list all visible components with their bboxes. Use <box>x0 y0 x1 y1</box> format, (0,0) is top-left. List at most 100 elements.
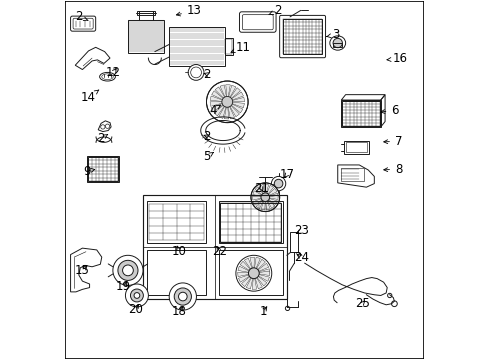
Polygon shape <box>254 186 262 195</box>
Polygon shape <box>258 263 268 271</box>
Bar <box>88 157 118 181</box>
Text: 8: 8 <box>383 163 402 176</box>
Bar <box>341 100 380 127</box>
Polygon shape <box>238 275 249 282</box>
Ellipse shape <box>174 288 191 305</box>
Polygon shape <box>238 266 248 272</box>
Polygon shape <box>268 198 277 204</box>
Polygon shape <box>240 261 250 270</box>
Polygon shape <box>237 272 248 276</box>
Polygon shape <box>256 200 263 209</box>
Text: 4: 4 <box>209 104 220 117</box>
Polygon shape <box>214 105 224 116</box>
Text: 2: 2 <box>203 68 210 81</box>
Bar <box>344 140 368 154</box>
Polygon shape <box>252 279 256 289</box>
Polygon shape <box>269 195 278 199</box>
Bar <box>224 38 232 55</box>
Bar <box>220 203 281 242</box>
Polygon shape <box>215 87 224 98</box>
Polygon shape <box>220 85 226 97</box>
Text: 17: 17 <box>279 168 294 181</box>
Bar <box>169 27 224 66</box>
Polygon shape <box>261 201 264 210</box>
Polygon shape <box>246 278 252 289</box>
Polygon shape <box>231 104 243 113</box>
Ellipse shape <box>332 39 342 48</box>
Ellipse shape <box>271 176 285 191</box>
Polygon shape <box>265 201 270 210</box>
Polygon shape <box>228 107 234 119</box>
Polygon shape <box>232 102 244 108</box>
Polygon shape <box>241 277 250 287</box>
Polygon shape <box>253 199 262 205</box>
Bar <box>147 201 206 243</box>
Text: 24: 24 <box>293 251 308 264</box>
Ellipse shape <box>122 265 133 276</box>
Polygon shape <box>232 97 244 102</box>
Text: 25: 25 <box>354 297 369 310</box>
Polygon shape <box>230 88 240 98</box>
Text: 2: 2 <box>268 4 281 17</box>
Bar <box>87 156 119 182</box>
Ellipse shape <box>100 72 115 81</box>
Text: 14: 14 <box>81 90 99 104</box>
Bar <box>290 231 298 252</box>
Polygon shape <box>266 185 273 194</box>
Ellipse shape <box>118 260 138 280</box>
Bar <box>333 43 341 47</box>
Text: 11: 11 <box>230 41 250 54</box>
Polygon shape <box>254 257 260 268</box>
Polygon shape <box>264 184 268 193</box>
Polygon shape <box>257 276 266 286</box>
Text: 6: 6 <box>380 104 398 117</box>
Ellipse shape <box>125 284 148 307</box>
Text: 10: 10 <box>171 244 186 257</box>
Text: 20: 20 <box>127 303 142 316</box>
Polygon shape <box>231 92 243 100</box>
Polygon shape <box>225 85 230 96</box>
Polygon shape <box>229 105 239 117</box>
Polygon shape <box>258 275 269 281</box>
Ellipse shape <box>248 268 259 279</box>
Text: 1: 1 <box>259 306 266 319</box>
Polygon shape <box>267 200 274 208</box>
Polygon shape <box>259 184 264 193</box>
Bar <box>128 20 163 53</box>
Ellipse shape <box>134 293 140 298</box>
Ellipse shape <box>206 81 247 123</box>
Polygon shape <box>211 104 223 112</box>
Text: 13: 13 <box>176 4 202 17</box>
Ellipse shape <box>329 36 345 50</box>
Text: 22: 22 <box>211 244 226 257</box>
Bar <box>137 11 155 15</box>
Polygon shape <box>255 278 262 289</box>
Bar <box>225 39 231 54</box>
Text: 15: 15 <box>75 264 90 277</box>
Polygon shape <box>210 96 222 102</box>
Ellipse shape <box>235 255 271 291</box>
Polygon shape <box>224 107 228 119</box>
Text: 9: 9 <box>83 165 95 177</box>
Polygon shape <box>210 102 222 106</box>
Polygon shape <box>228 85 235 97</box>
Ellipse shape <box>222 96 232 107</box>
Polygon shape <box>269 193 278 197</box>
Text: 21: 21 <box>254 183 269 195</box>
Ellipse shape <box>113 255 142 285</box>
Text: 2: 2 <box>97 132 107 145</box>
Bar <box>342 101 379 126</box>
Ellipse shape <box>261 193 269 202</box>
Bar <box>147 249 206 296</box>
Polygon shape <box>252 196 261 200</box>
Polygon shape <box>259 271 269 275</box>
Text: 23: 23 <box>293 224 308 238</box>
Polygon shape <box>218 107 225 118</box>
Text: 3: 3 <box>326 28 339 41</box>
Polygon shape <box>256 259 265 270</box>
Polygon shape <box>211 91 223 100</box>
Ellipse shape <box>274 179 282 188</box>
Polygon shape <box>259 269 269 273</box>
Polygon shape <box>244 258 251 269</box>
Text: 18: 18 <box>171 306 186 319</box>
